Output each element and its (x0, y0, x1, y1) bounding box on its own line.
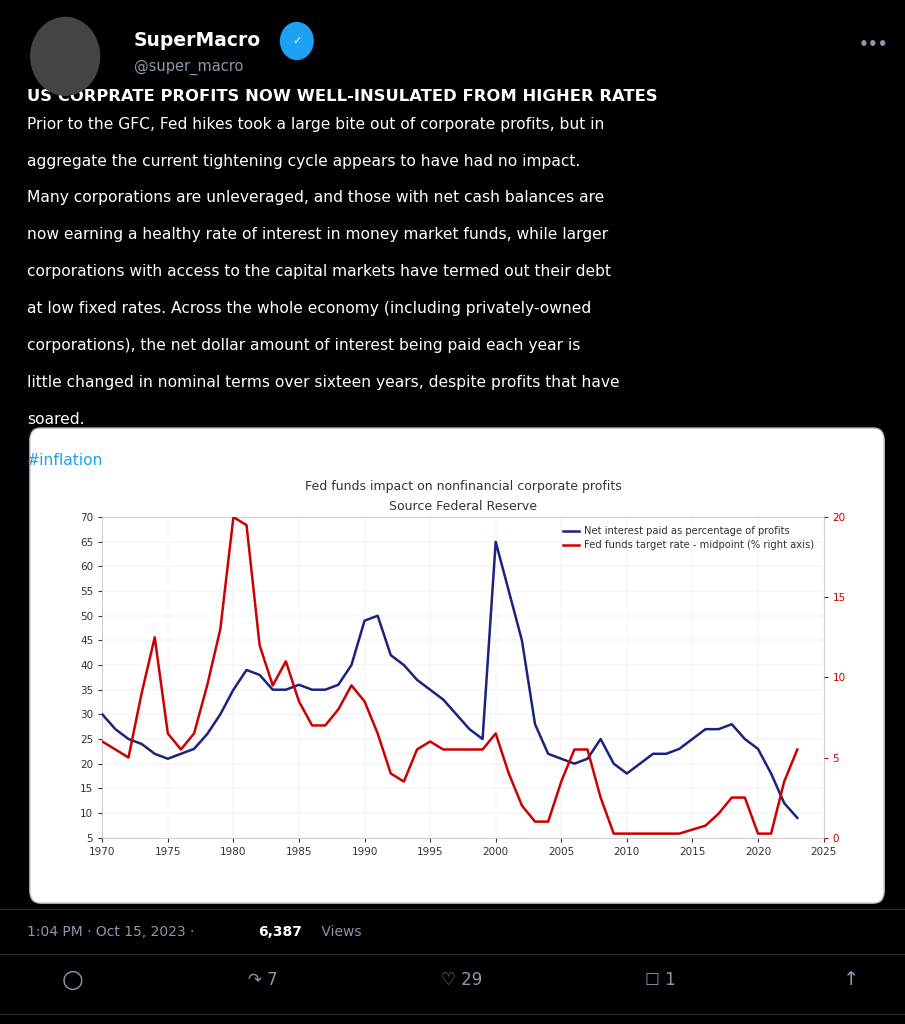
FancyBboxPatch shape (30, 428, 884, 903)
Text: at low fixed rates. Across the whole economy (including privately-owned: at low fixed rates. Across the whole eco… (27, 301, 591, 316)
Text: ☐ 1: ☐ 1 (645, 971, 676, 989)
Text: corporations), the net dollar amount of interest being paid each year is: corporations), the net dollar amount of … (27, 338, 580, 353)
Text: Prior to the GFC, Fed hikes took a large bite out of corporate profits, but in: Prior to the GFC, Fed hikes took a large… (27, 117, 605, 132)
Text: aggregate the current tightening cycle appears to have had no impact.: aggregate the current tightening cycle a… (27, 154, 580, 169)
Text: now earning a healthy rate of interest in money market funds, while larger: now earning a healthy rate of interest i… (27, 227, 608, 243)
Text: ✓: ✓ (292, 36, 301, 46)
Text: corporations with access to the capital markets have termed out their debt: corporations with access to the capital … (27, 264, 611, 280)
Title: Fed funds impact on nonfinancial corporate profits
Source Federal Reserve: Fed funds impact on nonfinancial corpora… (304, 480, 621, 513)
Text: Views: Views (317, 925, 361, 939)
Text: soared.: soared. (27, 412, 85, 427)
Text: 6,387: 6,387 (258, 925, 301, 939)
Text: SuperMacro: SuperMacro (134, 32, 261, 50)
Text: ○: ○ (62, 968, 83, 992)
Text: ♡ 29: ♡ 29 (441, 971, 482, 989)
Text: US CORPRATE PROFITS NOW WELL-INSULATED FROM HIGHER RATES: US CORPRATE PROFITS NOW WELL-INSULATED F… (27, 89, 658, 104)
Text: little changed in nominal terms over sixteen years, despite profits that have: little changed in nominal terms over six… (27, 375, 620, 390)
Circle shape (31, 17, 100, 95)
Text: ↷ 7: ↷ 7 (248, 971, 277, 989)
Text: •••: ••• (859, 37, 888, 51)
Text: 1:04 PM · Oct 15, 2023 ·: 1:04 PM · Oct 15, 2023 · (27, 925, 199, 939)
Text: Many corporations are unleveraged, and those with net cash balances are: Many corporations are unleveraged, and t… (27, 190, 605, 206)
Legend: Net interest paid as percentage of profits, Fed funds target rate - midpoint (% : Net interest paid as percentage of profi… (559, 522, 818, 554)
Text: #inflation: #inflation (27, 453, 104, 468)
Text: @super_macro: @super_macro (134, 60, 243, 75)
Circle shape (281, 23, 313, 59)
Text: ↑: ↑ (843, 971, 859, 989)
